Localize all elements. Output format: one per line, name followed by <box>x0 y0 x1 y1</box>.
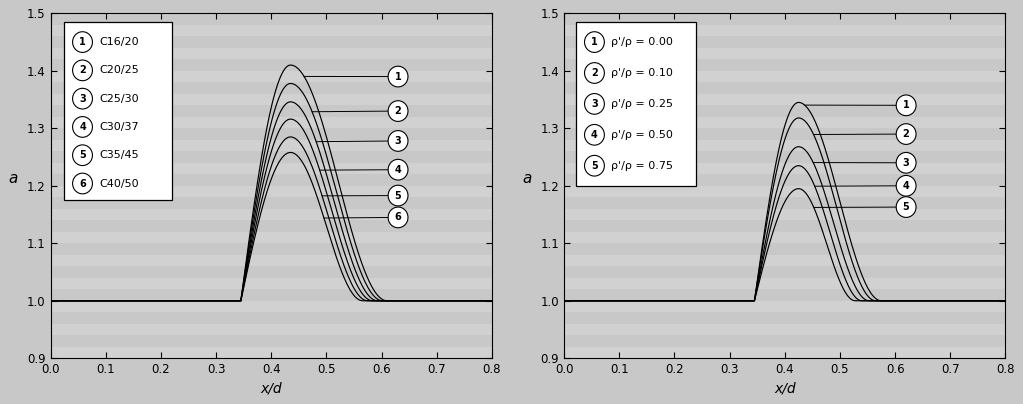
Bar <box>50 232 492 243</box>
Circle shape <box>584 94 605 114</box>
Text: 3: 3 <box>591 99 597 109</box>
Bar <box>50 209 492 220</box>
Bar <box>50 94 492 105</box>
Bar <box>50 278 492 289</box>
Circle shape <box>73 117 92 137</box>
Bar <box>564 25 1006 36</box>
Bar <box>564 255 1006 266</box>
Y-axis label: a: a <box>522 171 531 186</box>
Text: 5: 5 <box>591 161 597 171</box>
Text: ρ'/ρ = 0.25: ρ'/ρ = 0.25 <box>611 99 673 109</box>
Text: 6: 6 <box>79 179 86 189</box>
Text: C25/30: C25/30 <box>99 94 139 104</box>
Bar <box>50 324 492 335</box>
Circle shape <box>896 95 916 116</box>
Bar <box>564 71 1006 82</box>
Text: 1: 1 <box>79 37 86 47</box>
Text: 1: 1 <box>395 72 401 82</box>
Bar <box>564 94 1006 105</box>
Bar <box>50 25 492 36</box>
Circle shape <box>584 32 605 53</box>
Bar <box>64 22 172 200</box>
Circle shape <box>584 124 605 145</box>
Circle shape <box>584 63 605 83</box>
Circle shape <box>388 159 408 180</box>
Bar <box>50 140 492 152</box>
Text: 2: 2 <box>902 129 909 139</box>
Bar <box>564 48 1006 59</box>
Text: C16/20: C16/20 <box>99 37 139 47</box>
Text: 4: 4 <box>902 181 909 191</box>
Text: 4: 4 <box>591 130 597 140</box>
Circle shape <box>73 145 92 166</box>
Text: 5: 5 <box>79 150 86 160</box>
Bar <box>564 324 1006 335</box>
Circle shape <box>896 124 916 144</box>
Circle shape <box>73 88 92 109</box>
Text: C30/37: C30/37 <box>99 122 139 132</box>
Circle shape <box>73 32 92 53</box>
Text: ρ'/ρ = 0.00: ρ'/ρ = 0.00 <box>611 37 673 47</box>
Text: C20/25: C20/25 <box>99 65 139 76</box>
Bar <box>50 117 492 128</box>
Text: 2: 2 <box>79 65 86 76</box>
Text: 2: 2 <box>591 68 597 78</box>
Circle shape <box>896 175 916 196</box>
Bar <box>50 48 492 59</box>
Text: 6: 6 <box>395 213 401 223</box>
Text: 4: 4 <box>79 122 86 132</box>
Circle shape <box>73 60 92 81</box>
Bar <box>564 301 1006 312</box>
Bar <box>576 22 697 186</box>
Circle shape <box>388 207 408 228</box>
Bar <box>564 347 1006 358</box>
Circle shape <box>388 185 408 206</box>
Text: 2: 2 <box>395 106 401 116</box>
Text: 1: 1 <box>591 37 597 47</box>
Text: 4: 4 <box>395 165 401 175</box>
Circle shape <box>896 197 916 217</box>
Text: C35/45: C35/45 <box>99 150 139 160</box>
Text: ρ'/ρ = 0.75: ρ'/ρ = 0.75 <box>611 161 673 171</box>
Bar <box>564 186 1006 197</box>
Bar <box>564 209 1006 220</box>
Bar <box>50 163 492 174</box>
Bar <box>564 163 1006 174</box>
Bar <box>564 232 1006 243</box>
Text: 5: 5 <box>395 191 401 200</box>
Text: 3: 3 <box>395 136 401 146</box>
Circle shape <box>73 173 92 194</box>
Text: 5: 5 <box>902 202 909 212</box>
Circle shape <box>388 130 408 152</box>
Bar <box>50 71 492 82</box>
Y-axis label: a: a <box>8 171 17 186</box>
Text: 3: 3 <box>79 94 86 104</box>
Circle shape <box>388 66 408 87</box>
Text: 1: 1 <box>902 100 909 110</box>
Text: ρ'/ρ = 0.50: ρ'/ρ = 0.50 <box>611 130 673 140</box>
Bar <box>564 117 1006 128</box>
Text: ρ'/ρ = 0.10: ρ'/ρ = 0.10 <box>611 68 673 78</box>
Circle shape <box>388 101 408 122</box>
Bar <box>50 301 492 312</box>
Circle shape <box>584 156 605 176</box>
Bar <box>50 186 492 197</box>
Text: C40/50: C40/50 <box>99 179 139 189</box>
X-axis label: x/d: x/d <box>261 382 282 396</box>
Circle shape <box>896 152 916 173</box>
Bar <box>50 347 492 358</box>
Bar <box>50 255 492 266</box>
Bar <box>564 278 1006 289</box>
Text: 3: 3 <box>902 158 909 168</box>
X-axis label: x/d: x/d <box>774 382 796 396</box>
Bar <box>564 140 1006 152</box>
